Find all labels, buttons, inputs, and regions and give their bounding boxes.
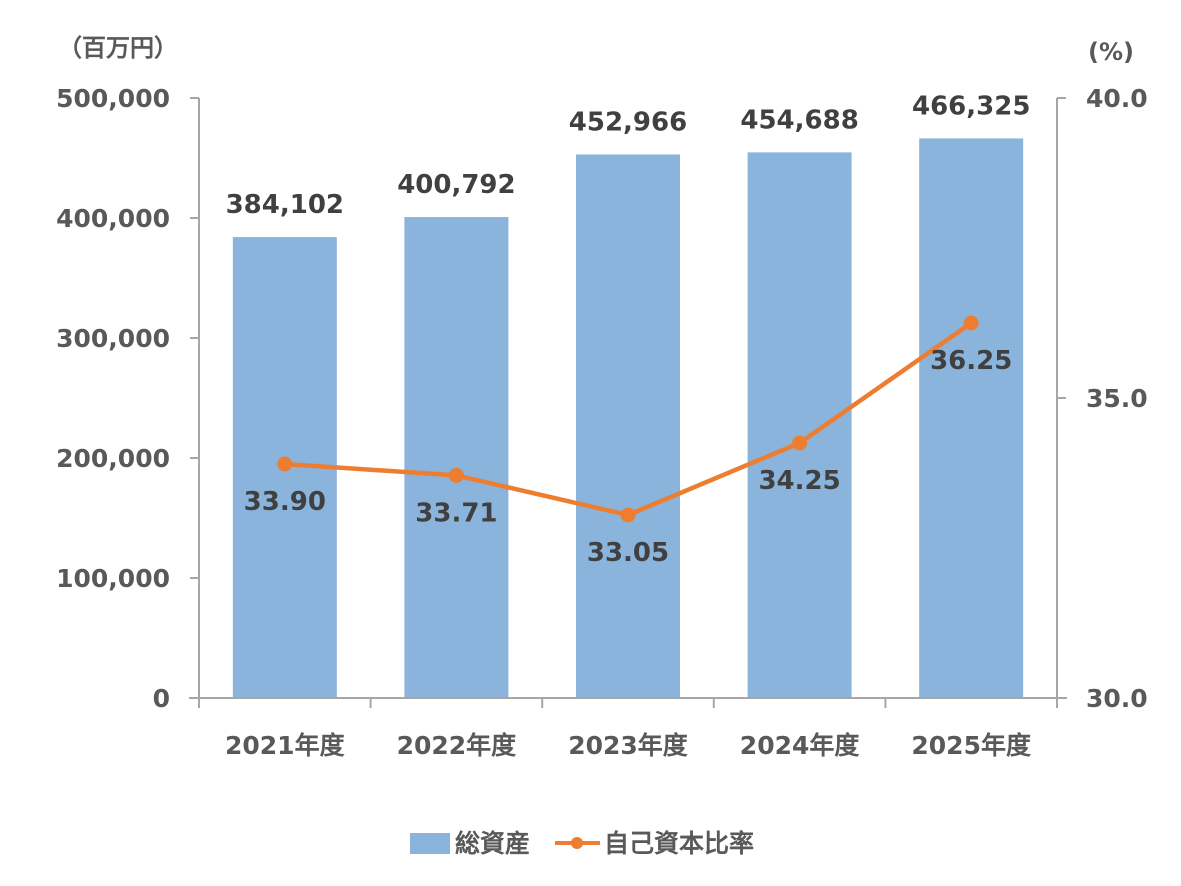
line-marker	[277, 456, 293, 472]
data-labels: 384,102 400,792 452,966 454,688 466,325 33.90…	[226, 91, 1031, 568]
line-marker	[963, 315, 979, 331]
axes: 0 100,000 200,000 300,000 400,000 500,000 30.0…	[56, 84, 1148, 760]
line-series-equity-ratio	[277, 315, 979, 523]
legend-label-equity-ratio: 自己資本比率	[604, 829, 754, 858]
legend-label-total-assets: 総資産	[455, 829, 530, 858]
bar-value-label: 452,966	[569, 107, 687, 137]
right-axis-tick-label: 35.0	[1086, 384, 1148, 413]
left-axis-tick-label: 200,000	[56, 444, 170, 473]
bar	[919, 138, 1024, 698]
bar-value-label: 400,792	[397, 170, 515, 200]
x-axis-category-label: 2023年度	[568, 731, 688, 760]
line-value-label: 34.25	[758, 466, 840, 496]
bar-value-label: 466,325	[912, 91, 1030, 121]
x-axis-category-label: 2021年度	[225, 731, 345, 760]
left-axis-tick-label: 500,000	[56, 84, 170, 113]
line-value-label: 33.90	[244, 487, 326, 517]
x-axis-category-label: 2024年度	[740, 731, 860, 760]
legend-marker	[571, 837, 583, 849]
line-marker	[448, 467, 464, 483]
left-axis-tick-label: 100,000	[56, 564, 170, 593]
left-axis-unit-label: （百万円）	[58, 34, 178, 62]
line-value-label: 33.05	[587, 538, 669, 568]
bar-value-label: 384,102	[226, 190, 344, 220]
left-axis-tick-label: 300,000	[56, 324, 170, 353]
line-value-label: 36.25	[930, 346, 1012, 376]
bar	[404, 217, 509, 698]
legend-swatch-bar	[410, 833, 450, 854]
x-axis-category-label: 2022年度	[397, 731, 517, 760]
right-axis-tick-label: 40.0	[1086, 84, 1148, 113]
line-marker	[620, 507, 636, 523]
left-axis-tick-label: 0	[153, 684, 170, 713]
left-axis-tick-label: 400,000	[56, 204, 170, 233]
bar	[576, 154, 680, 698]
bar-series-total-assets	[232, 138, 1024, 699]
legend: 総資産 自己資本比率	[410, 829, 754, 858]
x-axis-category-label: 2025年度	[911, 731, 1031, 760]
line-value-label: 33.71	[415, 498, 497, 528]
bar	[747, 152, 852, 699]
right-axis-unit-label: (%)	[1088, 38, 1134, 66]
bar-value-label: 454,688	[740, 105, 858, 135]
right-axis-tick-label: 30.0	[1086, 684, 1148, 713]
line-marker	[792, 435, 808, 451]
